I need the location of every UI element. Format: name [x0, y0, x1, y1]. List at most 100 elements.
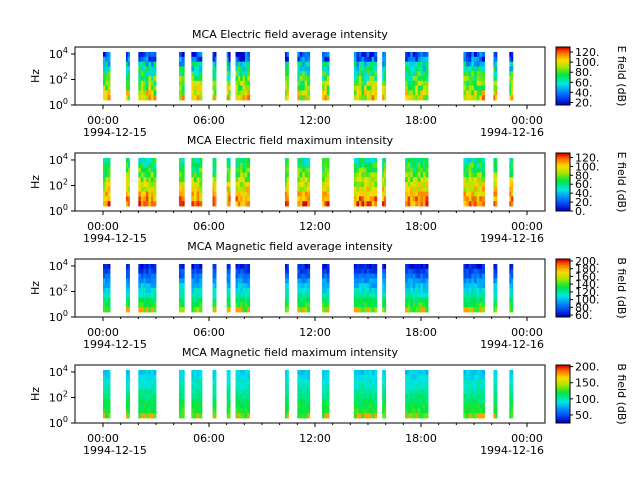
spectrogram-cell	[297, 413, 301, 419]
spectrogram-cell	[466, 292, 470, 298]
spectrogram-cell	[196, 52, 200, 58]
spectrogram-cell	[125, 52, 129, 58]
spectrogram-cell	[284, 370, 288, 376]
spectrogram-cell	[374, 379, 378, 385]
spectrogram-cell	[143, 408, 147, 414]
spectrogram-cell	[326, 403, 330, 409]
spectrogram-cell	[196, 186, 200, 192]
spectrogram-cell	[138, 389, 142, 395]
spectrogram-cell	[371, 379, 375, 385]
spectrogram-cell	[481, 95, 485, 101]
spectrogram-cell	[356, 408, 360, 414]
spectrogram-cell	[103, 61, 106, 67]
spectrogram-cell	[468, 302, 472, 308]
spectrogram-cell	[140, 403, 144, 409]
spectrogram-cell	[199, 268, 203, 274]
spectrogram-cell	[153, 76, 157, 82]
spectrogram-cell	[476, 201, 480, 207]
spectrogram-cell	[374, 297, 378, 303]
spectrogram-cell	[356, 80, 360, 86]
spectrogram-cell	[422, 61, 426, 67]
spectrogram-cell	[103, 307, 106, 313]
spectrogram-cell	[302, 52, 306, 58]
spectrogram-cell	[324, 71, 328, 77]
spectrogram-cell	[235, 264, 239, 270]
spectrogram-cell	[191, 201, 195, 207]
spectrogram-cell	[353, 177, 357, 183]
spectrogram-cell	[474, 374, 478, 380]
spectrogram-cell	[284, 394, 288, 400]
spectrogram-cell	[127, 167, 130, 173]
spectrogram-cell	[304, 158, 308, 164]
spectrogram-cell	[415, 167, 419, 173]
colorbar-step	[556, 301, 570, 303]
spectrogram-cell	[237, 196, 241, 202]
spectrogram-cell	[425, 90, 429, 96]
spectrogram-cell	[297, 307, 301, 313]
colorbar-step	[556, 57, 570, 59]
spectrogram-cell	[358, 389, 362, 395]
spectrogram-cell	[322, 307, 325, 313]
spectrogram-cell	[242, 413, 246, 419]
spectrogram-cell	[493, 408, 496, 414]
spectrogram-cell	[302, 394, 306, 400]
spectrogram-cell	[286, 379, 289, 385]
spectrogram-cell	[199, 394, 203, 400]
spectrogram-cell	[366, 288, 370, 294]
spectrogram-cell	[405, 95, 409, 101]
spectrogram-cell	[417, 66, 421, 72]
spectrogram-cell	[509, 182, 512, 188]
spectrogram-cell	[212, 394, 215, 400]
spectrogram-cell	[196, 268, 200, 274]
spectrogram-cell	[299, 408, 303, 414]
spectrogram-cell	[324, 394, 328, 400]
spectrogram-cell	[410, 56, 414, 62]
spectrogram-cell	[417, 398, 421, 404]
spectrogram-cell	[509, 80, 512, 86]
spectrogram-cell	[410, 283, 414, 289]
spectrogram-cell	[181, 384, 185, 390]
spectrogram-cell	[322, 90, 325, 96]
spectrogram-cell	[140, 186, 144, 192]
colorbar-step	[556, 386, 570, 389]
spectrogram-cell	[474, 302, 478, 308]
spectrogram-cell	[361, 177, 365, 183]
spectrogram-cell	[181, 71, 185, 77]
spectrogram-cell	[371, 283, 375, 289]
spectrogram-cell	[212, 370, 215, 376]
spectrogram-cell	[415, 182, 419, 188]
colorbar-step	[556, 395, 570, 398]
spectrogram-cell	[240, 413, 243, 419]
spectrogram-cell	[422, 384, 426, 390]
spectrogram-cell	[153, 196, 157, 202]
spectrogram-cell	[196, 278, 200, 284]
spectrogram-cell	[244, 302, 248, 308]
spectrogram-cell	[410, 95, 414, 101]
spectrogram-cell	[143, 61, 147, 67]
spectrogram-cell	[196, 182, 200, 188]
spectrogram-cell	[468, 186, 472, 192]
spectrogram-cell	[417, 191, 421, 197]
spectrogram-cell	[214, 307, 217, 313]
spectrogram-cell	[125, 379, 129, 385]
spectrogram-cell	[143, 264, 147, 270]
colorbar-step	[556, 52, 570, 55]
spectrogram-cell	[474, 201, 478, 207]
spectrogram-cell	[138, 379, 142, 385]
spectrogram-cell	[476, 379, 480, 385]
spectrogram-cell	[474, 297, 478, 303]
spectrogram-cell	[150, 167, 154, 173]
spectrogram-cell	[356, 384, 360, 390]
spectrogram-cell	[495, 191, 498, 197]
spectrogram-cell	[307, 264, 311, 270]
spectrogram-cell	[479, 292, 483, 298]
spectrogram-cell	[364, 413, 368, 419]
spectrogram-cell	[107, 413, 111, 419]
spectrogram-cell	[474, 162, 478, 168]
spectrogram-cell	[181, 56, 185, 62]
spectrogram-cell	[181, 191, 185, 197]
spectrogram-cell	[125, 186, 129, 192]
spectrogram-cell	[417, 389, 421, 395]
spectrogram-cell	[127, 389, 130, 395]
spectrogram-cell	[148, 384, 152, 390]
